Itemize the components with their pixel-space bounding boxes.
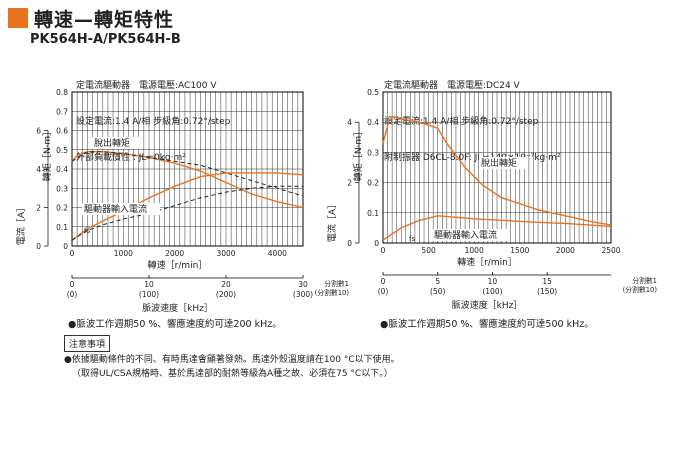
chart1-ytick-label: 0.1	[56, 223, 68, 232]
chart2-xtick-label: 1000	[465, 246, 484, 255]
chart2-pulse-tick-top: 10	[488, 277, 498, 286]
chart2-division-label-2: (分割數10)	[623, 285, 658, 294]
chart1-current-curve-dashed	[71, 185, 303, 241]
chart2-xtick-label: 0	[381, 246, 386, 255]
chart2-condition-1: 定電流驅動器 電源電壓:DC24 V	[384, 81, 520, 91]
chart1-note: ●脈波工作週期50 %、響應速度約可達200 kHz。	[68, 319, 282, 330]
chart1-condition-1: 定電流驅動器 電源電壓:AC100 V	[76, 81, 217, 91]
chart2-ytick-label: 0.5	[367, 88, 379, 97]
chart1-annotation-current-bg	[82, 203, 160, 215]
chart2-xtick-label: 1500	[510, 246, 529, 255]
chart2-pulse-label: 脈波速度［kHz］	[452, 299, 523, 311]
chart1-xtick-label: 4000	[268, 249, 287, 258]
chart2-pulse-tick-top: 15	[542, 277, 552, 286]
chart1-xtick-label: 1000	[114, 249, 133, 258]
chart2-annotation-current: 驅動器輸入電流	[434, 229, 497, 241]
chart1-annotation-fs: fs	[84, 227, 90, 235]
chart1-xlabel: 轉速［r/min］	[148, 259, 208, 271]
chart2-pulse-tick-bottom: (50)	[430, 287, 445, 296]
chart1-ytick-label: 0.2	[56, 204, 68, 213]
chart2-ytick-label: 0	[374, 239, 379, 248]
caution-line-1: ●依據驅動條件的不同、有時馬達會顯著發熱。馬達外殼溫度請在100 °C以下使用。	[64, 355, 400, 365]
title-marker	[8, 8, 28, 28]
chart2-current-tick-label: 4	[347, 118, 352, 127]
chart1-xtick-label: 2000	[165, 249, 184, 258]
chart1-torque-curve-dashed	[71, 151, 304, 197]
chart1-current-curve	[71, 172, 304, 241]
chart2-xtick-label: 2500	[601, 246, 620, 255]
chart2-pulse-tick-top: 0	[381, 277, 386, 286]
chart1-ytick-label: 0.4	[56, 165, 68, 174]
chart1-division-label-1: 分割數1	[324, 279, 349, 288]
chart1-ytick-label: 0.8	[56, 88, 68, 97]
chart2-pulse-tick-bottom: (100)	[482, 287, 502, 296]
chart1-annotation-current: 驅動器輸入電流	[84, 203, 147, 215]
chart2-xtick-label: 500	[421, 246, 436, 255]
chart2-torque-curve	[382, 115, 612, 226]
chart1-ylabel: 轉矩［N·m］	[41, 127, 53, 181]
chart1-ytick-label: 0.5	[56, 146, 68, 155]
chart2-pulse-tick-top: 5	[435, 277, 440, 286]
chart2-pulse-tick-bottom: (150)	[537, 287, 557, 296]
chart2-annotation-fs: fs	[409, 235, 415, 243]
chart1-ytick-label: 0.7	[56, 107, 68, 116]
chart1-annotation-pullout: 脫出轉矩	[94, 137, 130, 149]
chart1-xtick-label: 0	[70, 249, 75, 258]
chart1-pulse-label: 脈波速度［kHz］	[142, 302, 213, 314]
caution-line-2: （取得UL/CSA規格時、基於馬達部的耐熱等級為A種之故、必須在75 °C以下。…	[72, 369, 393, 379]
chart2-frame	[382, 91, 612, 244]
chart2-ylabel: 轉矩［N·m］	[352, 127, 364, 181]
chart1-y2label: 電流［A］	[15, 203, 27, 245]
chart1-pulse-tick-top: 10	[144, 280, 154, 289]
caution-title: 注意事項	[64, 335, 111, 352]
chart2-annotation-pullout-bg	[479, 157, 527, 169]
chart1-current-tick-label: 6	[36, 127, 41, 136]
chart2-current-curve	[382, 215, 612, 241]
page-title: 轉速—轉矩特性	[8, 6, 175, 31]
chart1-pulse-tick-top: 0	[70, 280, 75, 289]
chart2-ytick-label: 0.1	[367, 209, 379, 218]
page-title-text: 轉速—轉矩特性	[34, 8, 175, 31]
chart1-pulse-tick-bottom: (200)	[216, 290, 236, 299]
chart1-ytick-label: 0.3	[56, 184, 68, 193]
chart2-note: ●脈波工作週期50 %、響應速度約可達500 kHz。	[380, 319, 594, 330]
chart2-xlabel: 轉速［r/min］	[457, 256, 517, 268]
chart1-pulse-tick-top: 30	[298, 280, 308, 289]
chart2-y2label: 電流［A］	[326, 200, 338, 242]
chart2-xtick-label: 2000	[556, 246, 575, 255]
chart2-ytick-label: 0.4	[367, 118, 379, 127]
chart1-current-tick-label: 4	[36, 165, 41, 174]
chart1-pulse-tick-bottom: (100)	[139, 290, 159, 299]
chart1-pulse-tick-bottom: (300)	[293, 290, 313, 299]
chart2-pulse-tick-bottom: (0)	[378, 287, 389, 296]
chart2-current-tick-label: 2	[347, 179, 352, 188]
chart2-current-tick-label: 0	[347, 239, 352, 248]
chart1-annotation-pullout-bg	[92, 137, 140, 149]
chart2-division-label-1: 分割數1	[632, 276, 657, 285]
chart1-xtick-label: 3000	[216, 249, 235, 258]
chart2-annotation-pullout: 脫出轉矩	[481, 157, 517, 169]
chart1-current-tick-label: 2	[36, 204, 41, 213]
chart2-ytick-label: 0.2	[367, 179, 379, 188]
chart1-current-tick-label: 0	[36, 242, 41, 251]
chart2-annotation-current-bg	[432, 229, 510, 241]
chart1-pulse-tick-top: 20	[221, 280, 231, 289]
chart1-frame	[71, 91, 304, 247]
model-subtitle: PK564H-A/PK564H-B	[30, 32, 181, 47]
chart1-division-label-2: (分割數10)	[315, 288, 350, 297]
chart2-ytick-label: 0.3	[367, 148, 379, 157]
chart1-ytick-label: 0.6	[56, 127, 68, 136]
chart1-pulse-tick-bottom: (0)	[67, 290, 78, 299]
chart1-ytick-label: 0	[63, 242, 68, 251]
